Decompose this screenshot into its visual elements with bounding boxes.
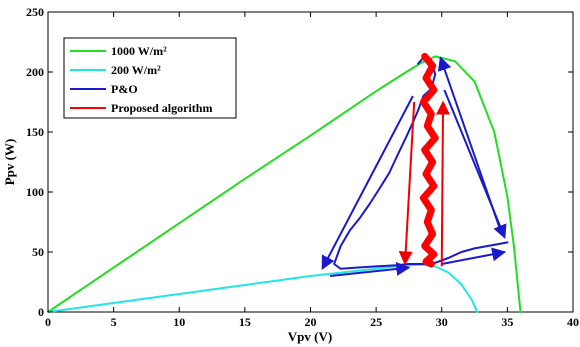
- annotation-arrow-3: [330, 261, 411, 277]
- legend-label-1: 200 W/m²: [111, 63, 161, 77]
- legend-label-0: 1000 W/m²: [111, 44, 167, 58]
- x-tick-label: 35: [501, 315, 513, 329]
- tick-layer: 0 5 10 15 20 25 30 35 40 0 50 100 150 200 250: [26, 5, 579, 329]
- x-tick-label: 40: [567, 315, 579, 329]
- y-tick-label: 0: [38, 305, 44, 319]
- legend-label-2: P&O: [111, 82, 138, 96]
- annotation-arrow-4: [441, 247, 507, 265]
- legend-entries: 1000 W/m² 200 W/m² P&O Proposed algorithm: [70, 44, 212, 115]
- x-tick-label: 30: [436, 315, 448, 329]
- y-tick-label: 250: [26, 5, 44, 19]
- x-tick-label: 25: [370, 315, 382, 329]
- legend: 1000 W/m² 200 W/m² P&O Proposed algorithm: [63, 37, 237, 119]
- series-line-3: [419, 52, 439, 268]
- annotation-arrow-5: [398, 101, 416, 266]
- x-tick-label: 20: [305, 315, 317, 329]
- annotation-arrow-2: [437, 56, 504, 236]
- legend-label-3: Proposed algorithm: [111, 101, 212, 115]
- series-line-0: [47, 55, 522, 313]
- annotation-arrow-0: [321, 95, 414, 271]
- x-axis-title: Vpv (V): [288, 329, 332, 344]
- x-tick-label: 5: [111, 315, 117, 329]
- x-tick-label: 10: [173, 315, 185, 329]
- y-tick-label: 200: [26, 65, 44, 79]
- series-line-2: [333, 56, 509, 270]
- y-tick-label: 150: [26, 125, 44, 139]
- y-tick-label: 100: [26, 185, 44, 199]
- x-tick-label: 15: [239, 315, 251, 329]
- y-tick-label: 50: [32, 245, 44, 259]
- annotation-layer: [321, 56, 507, 277]
- y-axis-title: Ppv (W): [2, 139, 17, 186]
- x-tick-label: 0: [45, 315, 51, 329]
- annotation-arrow-6: [435, 100, 450, 267]
